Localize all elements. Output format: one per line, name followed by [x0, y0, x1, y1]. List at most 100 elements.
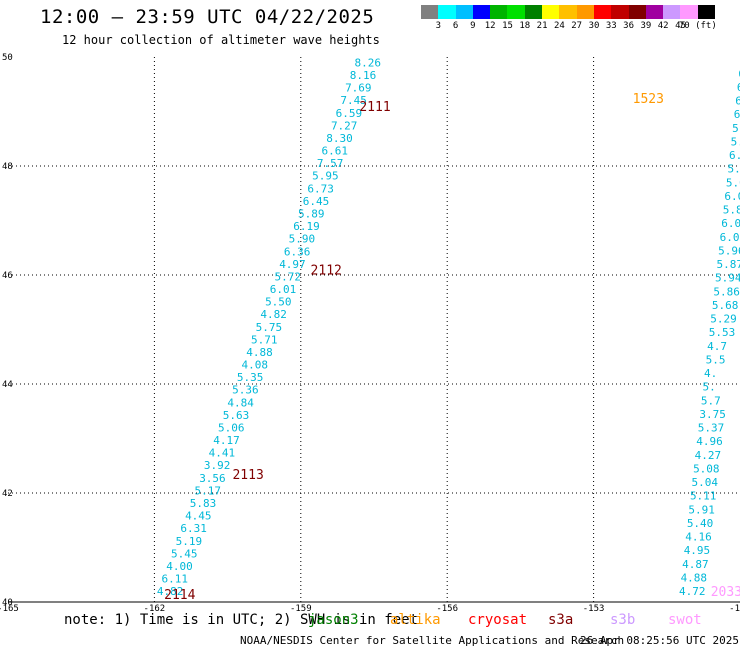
legend-swatch [542, 5, 560, 19]
legend-swatch [576, 5, 594, 19]
legend-swatch [697, 5, 716, 19]
wave-height-value: 5.75 [256, 321, 283, 334]
wave-height-value: 8.16 [350, 69, 377, 82]
wave-height-value: 7.57 [317, 157, 344, 170]
wave-height-value: 5.19 [176, 535, 203, 548]
x-tick-label: -153 [583, 604, 605, 614]
legend-swatch [524, 5, 543, 19]
y-tick-label: 44 [2, 380, 13, 390]
color-legend: 3 6 9 12 15 18 21 24 27 30 33 36 39 42 45 70 (ft) [421, 5, 740, 31]
legend-label: 30 [588, 21, 600, 31]
wave-height-value: 5.85 [732, 122, 740, 135]
satellite-label-jason3: jason3 [308, 612, 359, 628]
pass-time-label: 2112 [311, 264, 342, 279]
credit-text: NOAA/NESDIS Center for Satellite Applica… [240, 634, 625, 647]
legend-swatch [507, 5, 525, 19]
wave-height-value: 5.86 [723, 204, 740, 217]
wave-height-value: 5.63 [223, 409, 250, 422]
wave-height-value: 8.30 [326, 132, 353, 145]
pass-time-label: 2114 [164, 588, 195, 603]
legend-label: 27 [571, 21, 583, 31]
pass-time-label: 2113 [232, 468, 263, 483]
legend-label: 12 [484, 21, 496, 31]
wave-height-value: 7.69 [345, 82, 372, 95]
x-tick-label: -165 [0, 604, 19, 614]
wave-height-value: 6.19 [293, 220, 320, 233]
wave-height-value: 5.87 [717, 258, 740, 271]
legend-label: 42 [657, 21, 669, 31]
y-tick-label: 40 [2, 598, 13, 608]
wave-height-value: 6.45 [303, 195, 330, 208]
legend-swatch [680, 5, 698, 19]
wave-height-value: 6.11 [162, 573, 189, 586]
wave-height-value: 5.95 [312, 170, 339, 183]
legend-swatch [628, 5, 646, 19]
wave-height-value: 4.7 [707, 340, 727, 353]
satellite-label-cryosat: cryosat [468, 612, 528, 628]
pass-time-label: 2033 [711, 585, 740, 600]
chart-title: 12:00 – 23:59 UTC 04/22/2025 [40, 6, 375, 28]
x-tick-label: -156 [436, 604, 458, 614]
wave-height-value: 5.86 [713, 285, 740, 298]
legend-swatch [663, 5, 681, 19]
legend-swatch [645, 5, 664, 19]
wave-height-value: 5.7 [701, 394, 721, 407]
wave-height-value: 5.63 [731, 135, 740, 148]
wave-height-value: 6.04 [721, 217, 740, 230]
wave-height-value: 4.88 [246, 346, 273, 359]
wave-height-value: 4.45 [185, 510, 212, 523]
timestamp-text: 26 Apr 08:25:56 UTC 2025 [580, 634, 739, 647]
wave-height-value: 6.59 [735, 95, 740, 108]
footer-note: note: 1) Time is in UTC; 2) SWH is in fe… [64, 612, 419, 628]
wave-height-value: 4.41 [209, 447, 236, 460]
legend-swatch [472, 5, 491, 19]
legend-label: 21 [536, 21, 548, 31]
wave-height-value: 6.59 [336, 107, 363, 120]
y-tick-label: 48 [2, 162, 13, 172]
legend-label: 36 [623, 21, 635, 31]
wave-height-value: 5.94 [715, 272, 740, 285]
wave-height-value: 4.95 [684, 544, 711, 557]
wave-height-value: 5. [702, 381, 715, 394]
pass-time-label: 1523 [633, 92, 664, 107]
satellite-label-swot: swot [668, 612, 702, 628]
wave-height-value: 5.50 [265, 296, 292, 309]
legend-label: 18 [519, 21, 531, 31]
wave-height-value: 4.17 [213, 434, 240, 447]
wave-height-value: 5.29 [710, 313, 737, 326]
y-tick-label: 46 [2, 271, 13, 281]
wave-height-value: 6.36 [284, 245, 311, 258]
y-tick-label: 42 [2, 489, 13, 499]
legend-swatch [490, 5, 508, 19]
satellite-label-altika: altika [390, 612, 441, 628]
wave-height-value: 4.88 [681, 571, 708, 584]
wave-height-value: 4.84 [227, 396, 254, 409]
chart-subtitle: 12 hour collection of altimeter wave hei… [62, 33, 380, 47]
wave-height-value: 4.27 [695, 449, 722, 462]
wave-height-value: 5.83 [190, 497, 217, 510]
wave-height-value: 5.77 [727, 163, 740, 176]
wave-height-value: 4.00 [166, 560, 193, 573]
wave-height-value: 5.40 [687, 517, 714, 530]
wave-height-value: 5.72 [274, 270, 301, 283]
wave-height-value: 5.37 [698, 422, 725, 435]
wave-height-value: 7.45 [340, 94, 367, 107]
legend-label: 70 (ft) [678, 21, 717, 31]
wave-height-value: 3.75 [699, 408, 726, 421]
wave-height-value: 6.63 [737, 81, 740, 94]
legend-label: 6 [452, 21, 459, 31]
wave-height-value: 4.87 [682, 558, 709, 571]
wave-height-value: 3.56 [199, 472, 226, 485]
wave-height-value: 4.72 [679, 585, 706, 598]
wave-height-value: 6.73 [307, 182, 334, 195]
legend-label: 3 [435, 21, 442, 31]
legend-swatch [455, 5, 473, 19]
wave-height-value: 5.53 [709, 326, 736, 339]
legend-swatch [559, 5, 577, 19]
legend-label: 33 [605, 21, 617, 31]
legend-swatches [421, 5, 740, 19]
legend-swatch [421, 5, 439, 19]
x-tick-label: -159 [290, 604, 312, 614]
wave-height-value: 5.36 [232, 384, 258, 397]
